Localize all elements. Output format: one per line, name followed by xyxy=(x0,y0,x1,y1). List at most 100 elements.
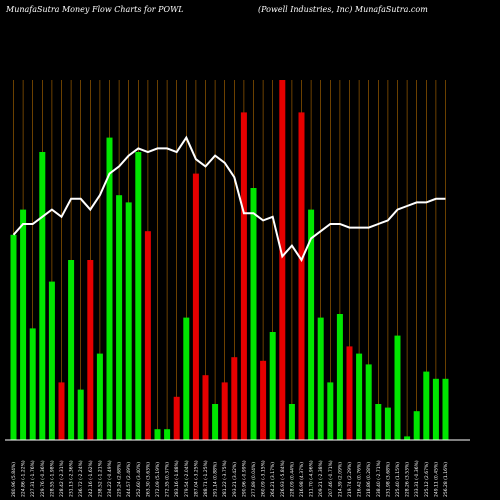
bar xyxy=(317,317,324,440)
x-tick-label: 236.72 (-2.24%) xyxy=(78,460,84,497)
x-tick-label: 233.31 (-0.36%) xyxy=(414,460,420,497)
bar xyxy=(394,335,401,440)
x-tick-label: 252.60 (3.40%) xyxy=(136,462,142,497)
x-tick-label: 231.13 (-2.36%) xyxy=(69,460,75,497)
bar xyxy=(365,364,372,440)
x-tick-label: 277.89 (0.04%) xyxy=(251,462,257,497)
bar xyxy=(298,112,305,441)
bar xyxy=(58,382,65,440)
bar xyxy=(154,429,161,440)
bar xyxy=(77,389,84,440)
bar xyxy=(279,80,286,440)
x-tick-label: 229.24 (2.68%) xyxy=(117,462,123,497)
x-tick-label: 211.70 (-4.96%) xyxy=(309,460,315,497)
x-tick-label: 209.21 (-2.38%) xyxy=(318,460,324,497)
bar xyxy=(327,382,334,440)
bar xyxy=(375,404,382,440)
x-tick-label: 287.04 (-3.25%) xyxy=(193,460,199,497)
x-tick-label: 238.52 (-1.21%) xyxy=(97,460,103,497)
bar xyxy=(164,429,171,440)
x-tick-label: 272.35 (0.37%) xyxy=(165,462,171,497)
bar xyxy=(308,209,315,440)
x-tick-label: 290.96 (-0.99%) xyxy=(241,460,247,497)
bar xyxy=(39,152,46,440)
x-tick-label: 228.09 (0.44%) xyxy=(289,462,295,497)
bar xyxy=(144,231,151,440)
x-tick-label: 214.39 (2.09%) xyxy=(337,462,343,497)
bar xyxy=(68,260,75,440)
x-tick-label: 218.86 (0.28%) xyxy=(366,462,372,497)
gridlines xyxy=(13,80,446,440)
x-tick-label: 216.98 (4.37%) xyxy=(299,462,305,497)
bar xyxy=(240,112,247,441)
bar xyxy=(231,357,238,440)
x-tick-label: 256.28 (1.16%) xyxy=(443,462,449,497)
bar xyxy=(221,382,228,440)
bar xyxy=(413,411,420,440)
bar xyxy=(10,234,17,440)
x-tick-label: 225.40 (1.15%) xyxy=(395,462,401,497)
bar xyxy=(336,314,343,440)
bar xyxy=(346,346,353,440)
x-tick-label: 216.42 (0.76%) xyxy=(357,462,363,497)
x-tick-label: 279.54 (-2.04%) xyxy=(184,460,190,497)
bar xyxy=(192,173,199,440)
bar xyxy=(442,378,449,440)
x-tick-label: 219.74 (2.29%) xyxy=(347,462,353,497)
bar xyxy=(183,317,190,440)
x-tick-label: 231.98 (3.68%) xyxy=(385,462,391,497)
bar xyxy=(87,260,94,440)
x-tick-label: 283.16 (-1.88%) xyxy=(174,460,180,497)
bar-series xyxy=(10,80,449,441)
x-tick-label: 234.22 (-0.49%) xyxy=(107,460,113,497)
bar xyxy=(202,375,209,440)
x-tick-label: 229.76 (-0.36%) xyxy=(40,460,46,497)
bar xyxy=(384,407,391,440)
bar xyxy=(29,328,36,440)
x-tick-label: 249.11 (0.45%) xyxy=(433,462,439,497)
x-tick-label: 291.14 (0.88%) xyxy=(213,462,219,497)
x-tick-label: 272.09 (5.19%) xyxy=(155,462,161,497)
x-tick-label: 228.55 (-1.98%) xyxy=(49,460,55,497)
x-tick-label: 263.30 (3.63%) xyxy=(145,462,151,497)
bar xyxy=(260,360,267,440)
x-tick-label: 293.21 (3.42%) xyxy=(232,462,238,497)
x-tick-label: 224.86 (-1.22%) xyxy=(21,460,27,497)
x-tick-labels: 280.96 (5.84%) 224.86 (-1.22%) 227.31 (-1.… xyxy=(11,460,449,497)
bar xyxy=(356,353,363,440)
bar xyxy=(125,202,132,440)
bar xyxy=(173,396,180,440)
bar xyxy=(20,209,27,440)
bar xyxy=(135,152,142,440)
bar xyxy=(404,436,411,440)
money-flow-line xyxy=(12,135,446,263)
x-tick-label: 260.09 (-3.15%) xyxy=(261,460,267,497)
bar xyxy=(269,332,276,440)
x-tick-label: 225.12 (2.67%) xyxy=(424,462,430,497)
x-tick-label: 207.46 (-0.71%) xyxy=(328,460,334,497)
bar xyxy=(212,404,219,440)
x-tick-label: 226.93 (-5.84%) xyxy=(280,460,286,497)
bar xyxy=(423,371,430,440)
bar xyxy=(106,137,113,440)
x-tick-label: 280.96 (5.84%) xyxy=(11,462,17,497)
x-tick-label: 238.40 (-2.71%) xyxy=(376,460,382,497)
bar xyxy=(432,378,439,440)
chart-title: MunafaSutra Money Flow Charts for POWL xyxy=(6,5,184,14)
x-tick-label: 242.16 (-1.62%) xyxy=(88,460,94,497)
x-tick-label: 281.22 (-3.75%) xyxy=(222,460,228,497)
x-tick-label: 228.42 (-2.31%) xyxy=(59,460,65,497)
bar xyxy=(48,281,55,440)
bar xyxy=(96,353,103,440)
x-tick-label: 228.26 (3.53%) xyxy=(405,462,411,497)
x-tick-label: 244.57 (2.49%) xyxy=(126,462,132,497)
x-tick-label: 288.71 (-1.25%) xyxy=(203,460,209,497)
chart-subtitle: (Powell Industries, Inc) MunafaSutra.com xyxy=(258,5,428,14)
x-tick-label: 227.31 (-1.76%) xyxy=(30,460,36,497)
bar xyxy=(116,195,123,440)
bar xyxy=(250,188,257,440)
x-tick-label: 264.21 (3.17%) xyxy=(270,462,276,497)
bar xyxy=(288,404,295,440)
